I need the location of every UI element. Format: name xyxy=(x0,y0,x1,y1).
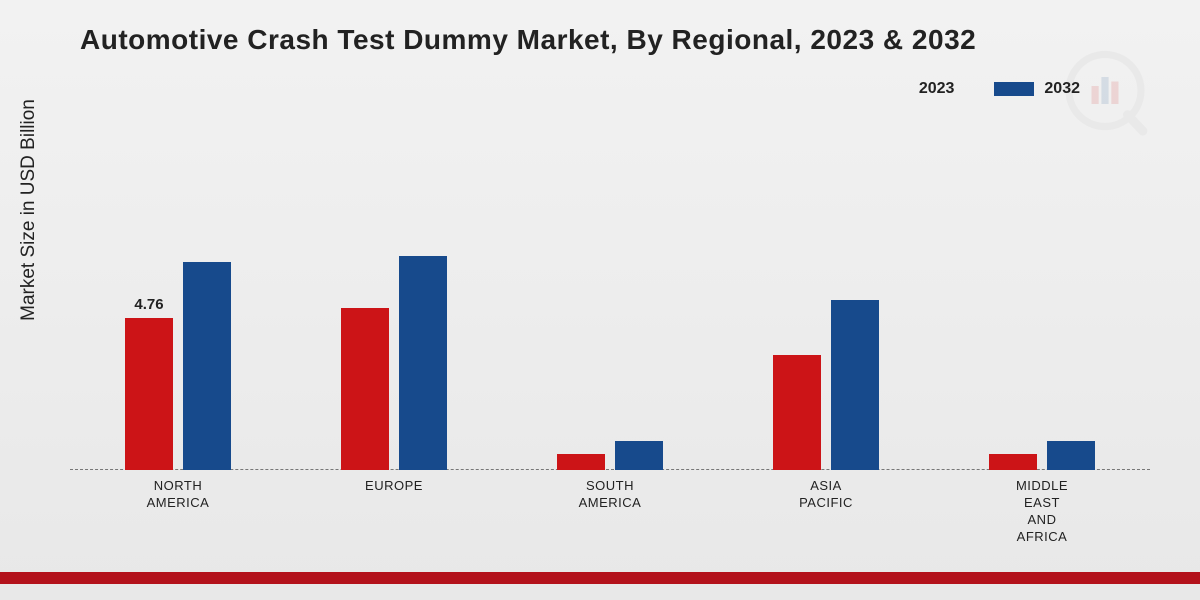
bar-groups: 4.76 xyxy=(70,150,1150,470)
category-label: NORTHAMERICA xyxy=(98,478,258,546)
bar-2032 xyxy=(1047,441,1095,470)
bar-2023 xyxy=(989,454,1037,470)
chart-title: Automotive Crash Test Dummy Market, By R… xyxy=(80,24,976,56)
category-label: EUROPE xyxy=(314,478,474,546)
legend-swatch-2023 xyxy=(869,82,909,96)
bar-2023 xyxy=(773,355,821,470)
y-axis-label: Market Size in USD Billion xyxy=(18,80,40,340)
bar-2023: 4.76 xyxy=(125,318,173,470)
category-label: ASIAPACIFIC xyxy=(746,478,906,546)
legend-item-2023: 2023 xyxy=(869,80,955,98)
category-label: MIDDLEEASTANDAFRICA xyxy=(962,478,1122,546)
bar-2023 xyxy=(341,308,389,470)
legend: 2023 2032 xyxy=(869,80,1080,98)
bar-2032 xyxy=(183,262,231,470)
bar-2032 xyxy=(615,441,663,470)
bar-group xyxy=(314,256,474,470)
legend-swatch-2032 xyxy=(994,82,1034,96)
bar-group xyxy=(530,441,690,470)
bar-group xyxy=(962,441,1122,470)
footer-accent-line xyxy=(0,572,1200,584)
bar-2032 xyxy=(399,256,447,470)
category-labels: NORTHAMERICA EUROPE SOUTHAMERICA ASIAPACIFI… xyxy=(70,478,1150,546)
bar-2023 xyxy=(557,454,605,470)
legend-item-2032: 2032 xyxy=(994,80,1080,98)
plot-area: 4.76 xyxy=(70,150,1150,470)
bar-group xyxy=(746,300,906,470)
bar-2032 xyxy=(831,300,879,470)
bar-value-label: 4.76 xyxy=(134,296,163,313)
category-label: SOUTHAMERICA xyxy=(530,478,690,546)
legend-label-2032: 2032 xyxy=(1044,80,1080,98)
bar-group: 4.76 xyxy=(98,262,258,470)
legend-label-2023: 2023 xyxy=(919,80,955,98)
